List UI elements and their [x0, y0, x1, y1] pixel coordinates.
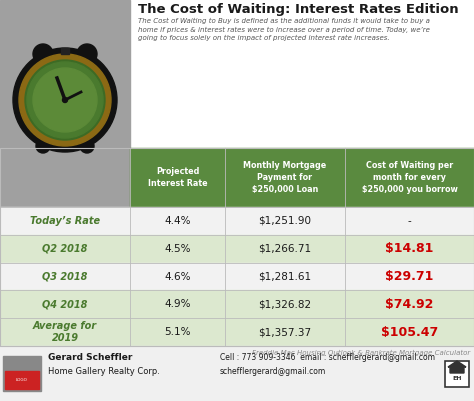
Circle shape: [77, 44, 97, 64]
Circle shape: [33, 68, 97, 132]
Bar: [130, 207, 225, 235]
Bar: [0, 346, 474, 401]
Circle shape: [13, 48, 117, 152]
Bar: [130, 318, 225, 346]
Bar: [3, 356, 41, 391]
Text: Today’s Rate: Today’s Rate: [30, 216, 100, 226]
Bar: [445, 361, 469, 387]
Circle shape: [25, 60, 105, 140]
Text: 4.5%: 4.5%: [164, 244, 191, 254]
Bar: [130, 290, 225, 318]
Text: The Cost of Waiting: Interest Rates Edition: The Cost of Waiting: Interest Rates Edit…: [138, 3, 459, 16]
Text: LOGO: LOGO: [16, 378, 28, 382]
Bar: [225, 263, 345, 290]
Text: Cost of Waiting per
month for every
$250,000 you borrow: Cost of Waiting per month for every $250…: [362, 161, 457, 194]
Bar: [130, 263, 225, 290]
Text: 4.9%: 4.9%: [164, 299, 191, 309]
Bar: [0, 148, 474, 346]
Text: $1,357.37: $1,357.37: [258, 327, 311, 337]
Text: 4.6%: 4.6%: [164, 271, 191, 282]
Text: $14.81: $14.81: [385, 242, 434, 255]
Text: Home Gallery Realty Corp.: Home Gallery Realty Corp.: [48, 367, 160, 377]
Bar: [445, 361, 469, 387]
Text: EH: EH: [452, 377, 462, 381]
Text: Monthly Mortgage
Payment for
$250,000 Loan: Monthly Mortgage Payment for $250,000 Lo…: [243, 161, 327, 194]
Circle shape: [19, 54, 111, 146]
Bar: [345, 207, 474, 235]
Bar: [345, 263, 474, 290]
Bar: [61, 48, 69, 54]
Text: The Cost of Waiting to Buy is defined as the additional funds it would take to b: The Cost of Waiting to Buy is defined as…: [138, 18, 430, 24]
Bar: [0, 263, 130, 290]
Bar: [0, 0, 130, 210]
Bar: [0, 290, 130, 318]
Text: Freddie Mac Housing Outlook & Bankrate Mortgage Calculator: Freddie Mac Housing Outlook & Bankrate M…: [252, 350, 470, 356]
Bar: [0, 207, 130, 235]
Text: -: -: [408, 216, 411, 226]
Bar: [345, 235, 474, 263]
Text: Average for
2019: Average for 2019: [33, 321, 97, 343]
Bar: [345, 290, 474, 318]
Circle shape: [63, 97, 67, 103]
Text: $105.47: $105.47: [381, 326, 438, 338]
Text: schefflergerard@gmail.com: schefflergerard@gmail.com: [220, 367, 326, 377]
Circle shape: [80, 139, 94, 153]
Text: Q2 2018: Q2 2018: [42, 244, 88, 254]
Text: $1,251.90: $1,251.90: [258, 216, 311, 226]
Text: Q3 2018: Q3 2018: [42, 271, 88, 282]
Bar: [0, 318, 130, 346]
Circle shape: [27, 62, 103, 138]
Bar: [225, 235, 345, 263]
Bar: [225, 207, 345, 235]
Text: home if prices & interest rates were to increase over a period of time. Today, w: home if prices & interest rates were to …: [138, 26, 430, 32]
Text: $1,326.82: $1,326.82: [258, 299, 311, 309]
Circle shape: [33, 44, 53, 64]
Text: $29.71: $29.71: [385, 270, 434, 283]
Text: 4.4%: 4.4%: [164, 216, 191, 226]
Bar: [0, 235, 130, 263]
Bar: [345, 318, 474, 346]
Bar: [225, 290, 345, 318]
Text: $1,281.61: $1,281.61: [258, 271, 311, 282]
Text: going to focus solely on the impact of projected interest rate increases.: going to focus solely on the impact of p…: [138, 35, 390, 41]
Bar: [345, 148, 474, 207]
Polygon shape: [448, 361, 466, 373]
Text: Cell : 773 909-3346  email : schefflergerard@gmail.com: Cell : 773 909-3346 email : schefflerger…: [220, 354, 435, 363]
Circle shape: [36, 139, 50, 153]
Text: Gerard Scheffler: Gerard Scheffler: [48, 354, 132, 363]
Bar: [225, 318, 345, 346]
Bar: [5, 371, 39, 389]
Text: $1,266.71: $1,266.71: [258, 244, 311, 254]
Bar: [225, 148, 345, 207]
Text: Projected
Interest Rate: Projected Interest Rate: [148, 167, 207, 188]
Text: Q4 2018: Q4 2018: [42, 299, 88, 309]
Text: 5.1%: 5.1%: [164, 327, 191, 337]
Bar: [130, 235, 225, 263]
Text: $74.92: $74.92: [385, 298, 434, 311]
Bar: [130, 148, 225, 207]
